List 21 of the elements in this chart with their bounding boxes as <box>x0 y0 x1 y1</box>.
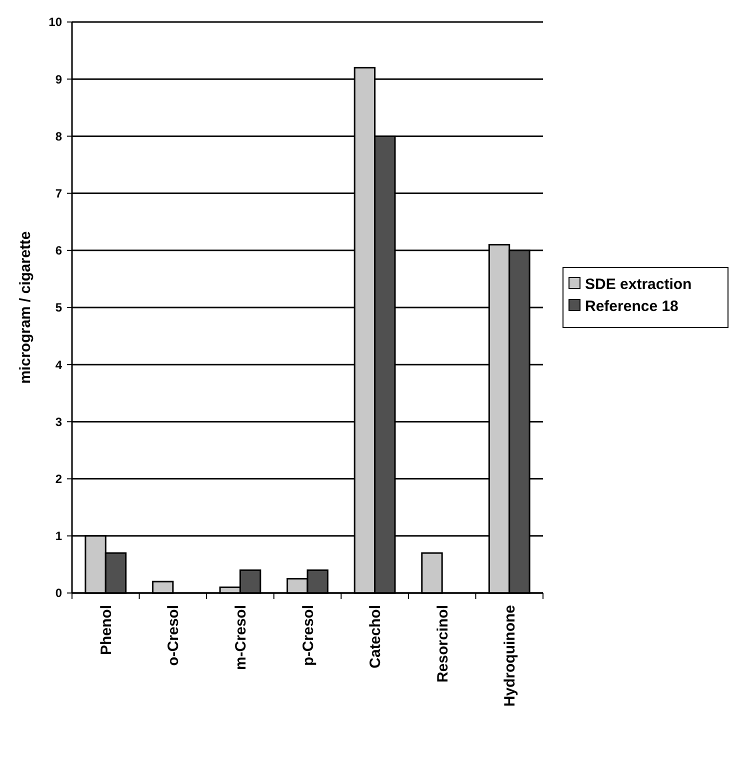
y-tick-label: 10 <box>48 15 62 30</box>
legend-label: SDE extraction <box>585 276 692 293</box>
legend-label: Reference 18 <box>585 298 678 315</box>
x-tick-label: o-Cresol <box>165 605 182 666</box>
x-tick-label: p-Cresol <box>300 605 317 666</box>
y-tick-label: 4 <box>55 358 62 372</box>
y-tick-label: 7 <box>55 186 62 200</box>
y-axis-title: microgram / cigarette <box>17 231 34 384</box>
x-tick-label: Phenol <box>98 605 115 656</box>
y-tick-label: 1 <box>55 529 62 544</box>
y-tick-label: 2 <box>55 472 62 486</box>
x-tick-label: m-Cresol <box>232 605 250 670</box>
x-tick-label: Catechol <box>367 605 384 668</box>
x-tick-label: Resorcinol <box>434 605 452 683</box>
y-tick-label: 3 <box>55 414 62 429</box>
y-tick-label: 8 <box>55 129 62 144</box>
y-tick-label: 0 <box>55 586 62 600</box>
y-tick-label: 5 <box>55 300 62 315</box>
y-tick-label: 6 <box>55 244 62 258</box>
x-tick-label: Hydroquinone <box>502 605 519 707</box>
y-tick-label: 9 <box>55 72 62 86</box>
